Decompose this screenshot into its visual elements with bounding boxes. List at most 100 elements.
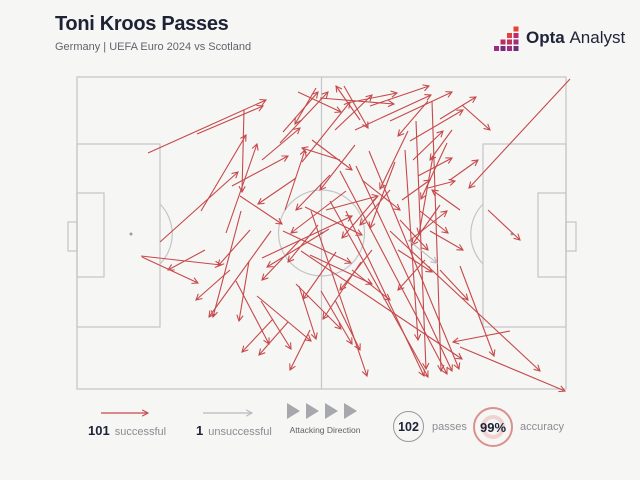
- pass-arrow: [389, 230, 540, 371]
- opta-mark-square: [513, 39, 519, 45]
- pass-arrow: [417, 158, 452, 177]
- pass-arrow: [218, 229, 251, 266]
- opta-analyst-logo: Opta Analyst: [494, 25, 625, 51]
- pass-arrow: [461, 104, 490, 130]
- pass-arrow: [282, 230, 351, 263]
- pass-arrow: [297, 91, 341, 112]
- pass-arrow: [419, 155, 434, 234]
- accuracy-ring-inner: [481, 415, 505, 439]
- pass-arrow: [401, 180, 430, 201]
- pass-arrow: [311, 139, 352, 170]
- pass-arrow: [368, 150, 459, 369]
- pass-arrow: [140, 255, 221, 265]
- unsuccessful-count: 1: [196, 423, 204, 438]
- pass-arrow: [235, 280, 269, 344]
- accuracy-badge-label: accuracy: [520, 421, 565, 433]
- pass-arrow: [260, 300, 291, 349]
- opta-logo-text: Opta Analyst: [526, 28, 625, 48]
- pass-arrow: [449, 160, 478, 181]
- pass-arrow: [339, 170, 447, 374]
- pass-arrow: [159, 172, 238, 243]
- pass-arrows-layer: [140, 78, 571, 391]
- opta-mark-square: [507, 33, 512, 38]
- pass-arrow: [242, 318, 274, 352]
- pass-arrow: [370, 161, 396, 228]
- pass-arrow: [409, 110, 463, 142]
- pass-arrow: [340, 249, 373, 290]
- pass-arrow: [320, 290, 352, 344]
- pass-arrow: [242, 109, 244, 192]
- pass-arrow: [261, 216, 352, 259]
- accuracy-value: 99%: [479, 420, 507, 435]
- pass-arrow: [298, 285, 316, 339]
- pass-arrow: [453, 330, 511, 342]
- pass-arrow: [469, 78, 571, 188]
- passes-count: 102: [398, 419, 419, 434]
- pass-arrow: [334, 299, 360, 350]
- pass-arrow: [431, 100, 441, 371]
- unsuccessful-label: unsuccessful: [208, 426, 272, 438]
- opta-mark-square: [513, 33, 519, 38]
- attacking-direction-label: Attacking Direction: [289, 425, 361, 435]
- opta-mark-square: [507, 39, 512, 45]
- unsuccessful-arrow-icon: [203, 407, 266, 418]
- pass-arrow: [346, 93, 397, 104]
- pass-arrow: [404, 149, 418, 340]
- pass-arrow: [415, 120, 426, 369]
- pass-arrow: [369, 86, 429, 107]
- pass-arrow: [213, 210, 242, 317]
- pass-arrow: [325, 196, 378, 211]
- pass-arrow: [259, 321, 289, 355]
- opta-mark-square: [513, 46, 519, 51]
- pass-arrow: [399, 219, 428, 250]
- pass-arrow: [304, 206, 362, 235]
- pass-arrow: [320, 144, 356, 190]
- pass-arrow: [288, 224, 319, 262]
- pass-arrow: [354, 95, 431, 131]
- pass-arrow: [439, 97, 476, 120]
- accuracy-ring-outer: [473, 407, 513, 447]
- pass-arrow: [141, 256, 198, 283]
- legend-successful: 101 successful: [88, 405, 166, 438]
- pass-arrow: [432, 190, 461, 211]
- pass-arrow: [303, 251, 337, 299]
- successful-count: 101: [88, 423, 110, 438]
- pass-arrow: [300, 250, 462, 359]
- pass-arrow: [296, 174, 331, 210]
- pass-arrow: [310, 210, 367, 376]
- page-subtitle: Germany | UEFA Euro 2024 vs Scotland: [55, 41, 252, 53]
- pass-arrow: [267, 228, 330, 267]
- pass-arrow: [345, 210, 424, 376]
- pass-arrow: [239, 260, 250, 321]
- pass-arrow: [351, 269, 390, 300]
- opta-mark-square: [500, 39, 506, 45]
- pass-arrow: [262, 239, 301, 280]
- pass-arrow: [231, 156, 288, 187]
- opta-logo-mark-icon: [494, 26, 519, 51]
- pass-arrow: [196, 106, 263, 135]
- page-title: Toni Kroos Passes: [55, 13, 229, 35]
- pass-arrow: [258, 177, 297, 204]
- pass-arrow: [301, 102, 350, 163]
- pass-arrow: [147, 100, 266, 154]
- opta-mark-square: [500, 46, 506, 51]
- pass-arrow: [334, 95, 372, 131]
- pass-arrow: [261, 128, 300, 161]
- pass-arrow: [239, 195, 282, 224]
- pass-arrow: [487, 209, 520, 240]
- pass-arrow: [336, 86, 361, 121]
- opta-mark-square: [494, 46, 499, 51]
- pass-arrow: [282, 92, 318, 133]
- successful-arrow-icon: [101, 407, 158, 418]
- pass-arrow: [407, 239, 437, 263]
- opta-mark-square: [507, 46, 512, 51]
- pass-arrow: [380, 130, 409, 189]
- pass-arrow: [427, 181, 455, 189]
- pass-arrow: [459, 265, 494, 356]
- pass-arrow: [329, 200, 428, 377]
- pass-arrow: [256, 295, 311, 341]
- legend-attacking-direction: [287, 402, 363, 425]
- opta-mark-square: [513, 26, 519, 32]
